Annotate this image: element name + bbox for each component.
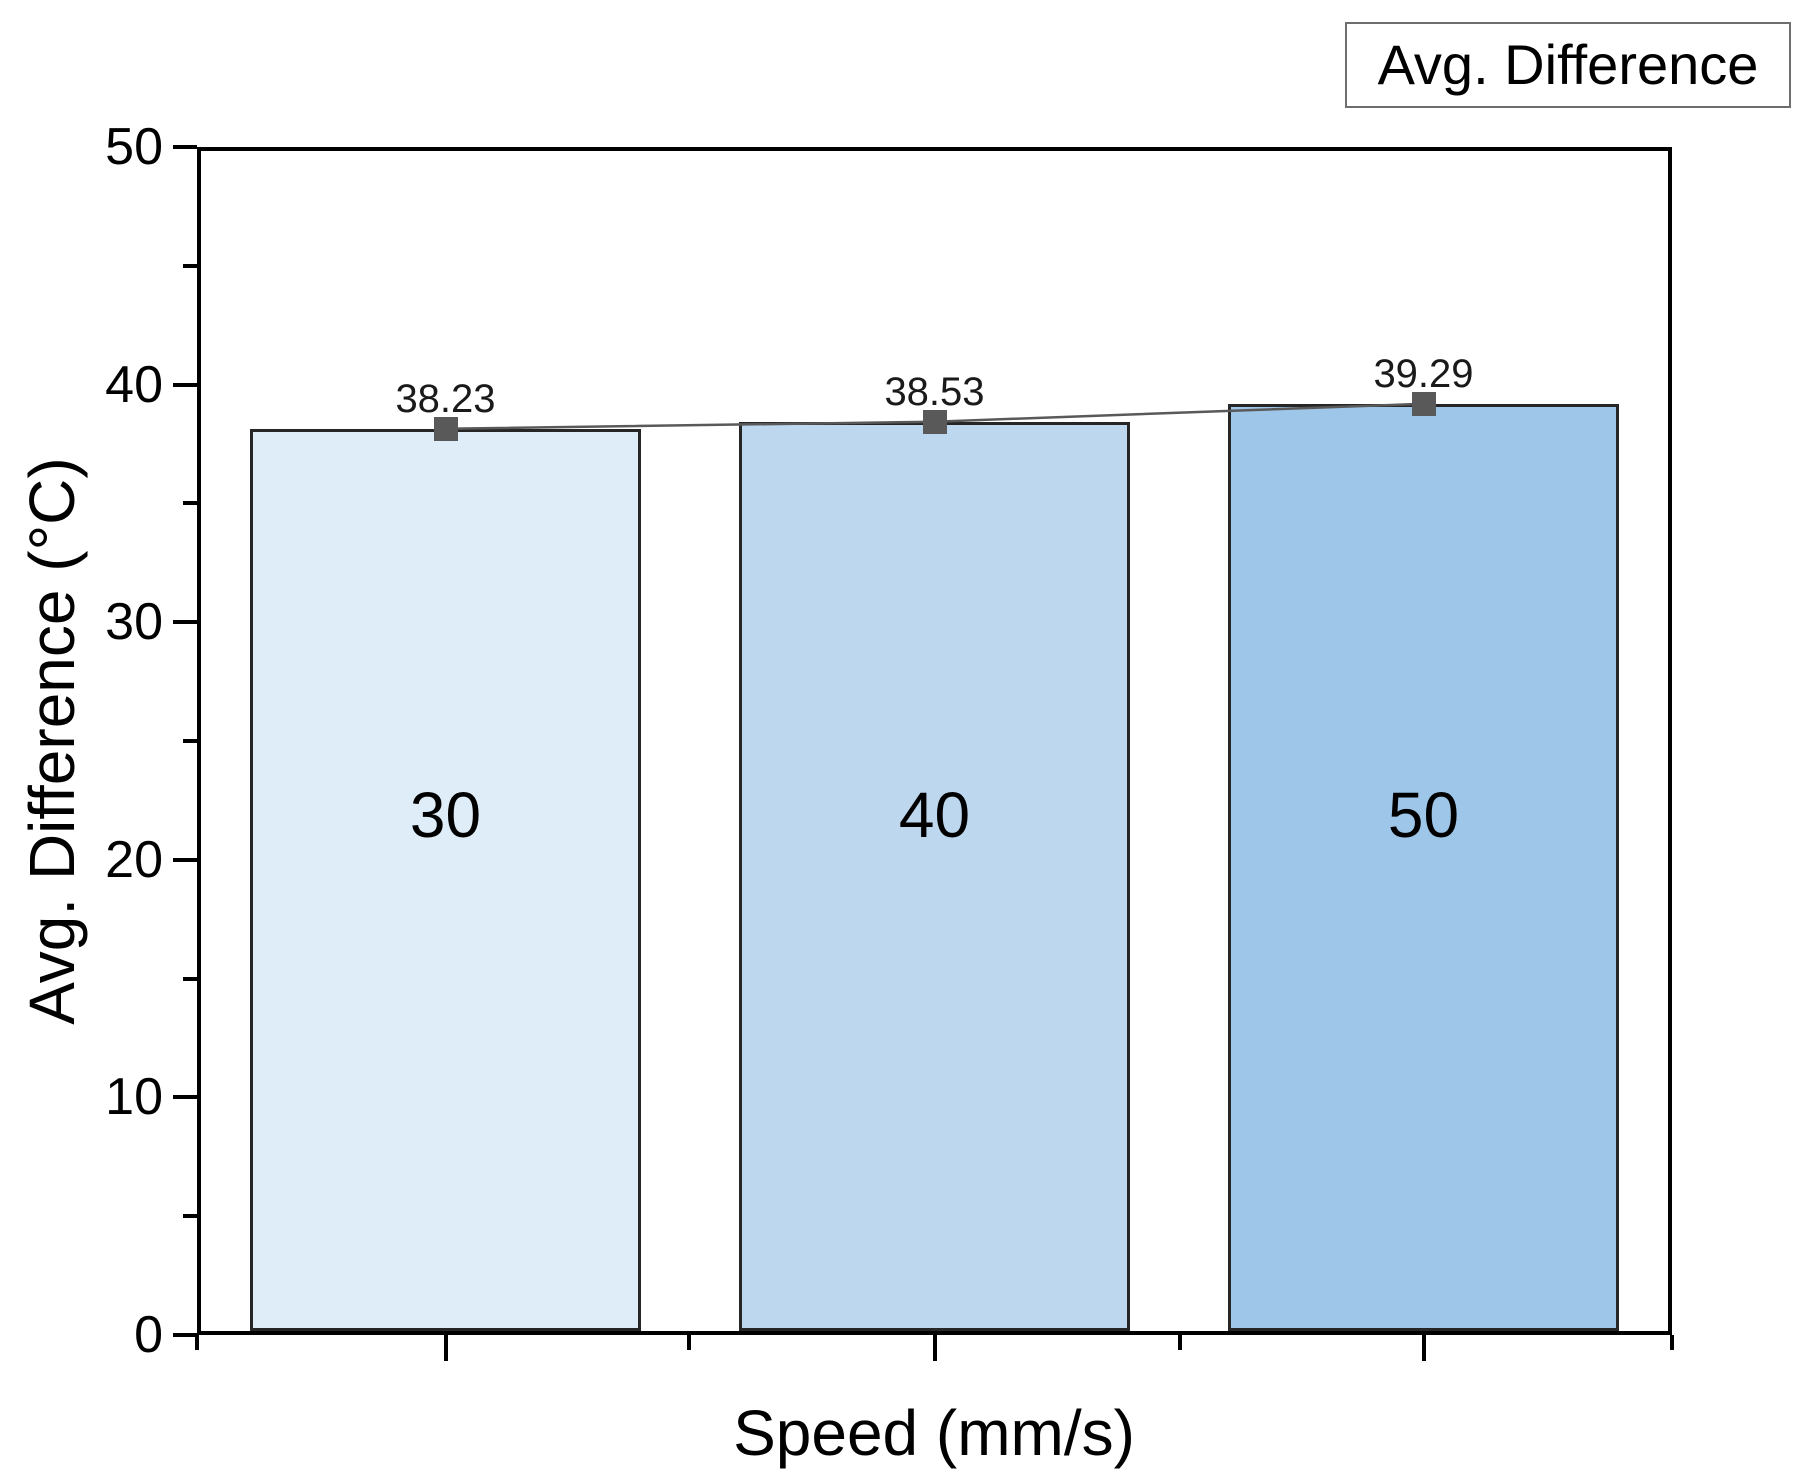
bar-category-label: 50 — [1387, 779, 1460, 851]
data-point-label: 38.53 — [884, 369, 985, 414]
x-axis-minor-tick — [1178, 1335, 1183, 1350]
y-axis-major-tick — [173, 1095, 197, 1100]
y-axis-major-tick — [173, 1333, 197, 1337]
bars-layer: 30 40 50 — [201, 151, 1668, 1331]
data-point-label: 39.29 — [1373, 351, 1474, 396]
y-tick-label: 30 — [105, 593, 163, 652]
bar-category-label: 40 — [898, 779, 971, 851]
bar: 40 — [738, 421, 1131, 1331]
x-axis-minor-tick — [686, 1335, 691, 1350]
x-axis-major-tick — [1421, 1335, 1426, 1361]
legend: Avg. Difference — [1345, 22, 1791, 108]
y-tick-label: 10 — [105, 1068, 163, 1127]
x-axis-major-tick — [443, 1335, 448, 1361]
y-axis-minor-tick — [183, 976, 197, 981]
y-axis-major-tick — [173, 620, 197, 625]
y-axis-minor-tick — [183, 501, 197, 506]
y-axis-minor-tick — [183, 263, 197, 268]
y-axis-major-tick — [173, 382, 197, 387]
series-square-marker-icon — [433, 416, 458, 441]
x-axis-minor-tick — [195, 1335, 199, 1350]
data-point-label: 38.23 — [395, 376, 496, 421]
x-axis-major-tick — [932, 1335, 937, 1361]
y-tick-label: 0 — [134, 1306, 163, 1364]
y-axis-minor-tick — [183, 1214, 197, 1219]
y-axis-minor-tick — [183, 739, 197, 743]
x-axis-title: Speed (mm/s) — [733, 1397, 1135, 1469]
bar: 50 — [1227, 403, 1620, 1331]
y-axis-title: Avg. Difference (°C) — [16, 457, 88, 1025]
legend-label: Avg. Difference — [1377, 33, 1759, 96]
annotations-layer: 38.23 38.53 39.29 — [201, 151, 1668, 1331]
bar: 30 — [249, 428, 642, 1331]
y-axis-major-tick — [173, 857, 197, 862]
y-tick-label: 20 — [105, 830, 163, 889]
bar-category-label: 30 — [409, 779, 482, 851]
y-tick-label: 50 — [105, 118, 163, 176]
y-axis-major-tick — [173, 145, 197, 149]
x-axis-minor-tick — [1670, 1335, 1674, 1350]
plot-area: 30 40 50 38.23 38.53 39.29 — [197, 147, 1672, 1335]
series-square-marker-icon — [922, 409, 947, 434]
series-square-marker-icon — [1411, 391, 1436, 416]
y-tick-label: 40 — [105, 355, 163, 414]
